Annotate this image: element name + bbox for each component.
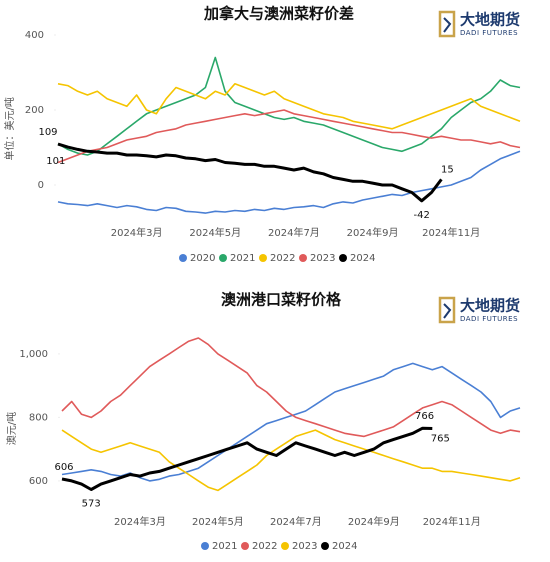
- x-tick-label: 2024年5月: [192, 515, 244, 528]
- legend-swatch: [299, 254, 307, 262]
- logo-icon: [438, 10, 456, 38]
- data-label: 109: [38, 127, 57, 138]
- data-label: 15: [441, 164, 454, 175]
- logo-sub: DADI FUTURES: [460, 315, 518, 323]
- y-tick-label: 0: [38, 180, 44, 191]
- legend-swatch: [179, 254, 187, 262]
- data-label: 101: [46, 156, 65, 167]
- y-tick-label: 400: [25, 30, 44, 41]
- legend-label: 2022: [270, 253, 295, 264]
- x-tick-label: 2024年11月: [423, 515, 481, 528]
- chart-title: 澳洲港口菜籽价格: [221, 291, 342, 309]
- legend-label: 2023: [310, 253, 335, 264]
- y-tick-label: 1,000: [19, 349, 48, 360]
- series-line: [61, 429, 521, 492]
- legend-swatch: [339, 254, 347, 262]
- data-label: 766: [415, 411, 434, 422]
- legend-swatch: [321, 542, 329, 550]
- x-tick-label: 2024年5月: [189, 226, 241, 239]
- data-label: 573: [82, 498, 101, 509]
- legend-label: 2021: [212, 541, 237, 552]
- legend-label: 2022: [252, 541, 277, 552]
- x-tick-label: 2024年9月: [348, 515, 400, 528]
- series-line: [57, 83, 521, 130]
- x-tick-label: 2024年11月: [422, 226, 480, 239]
- x-tick-label: 2024年3月: [114, 515, 166, 528]
- series-line: [61, 337, 521, 438]
- series-line: [57, 56, 521, 156]
- y-axis-label: 澳元/吨: [5, 412, 18, 445]
- legend-swatch: [201, 542, 209, 550]
- legend-label: 2023: [292, 541, 317, 552]
- chart-title: 加拿大与澳洲菜籽价差: [203, 5, 354, 23]
- x-tick-label: 2024年7月: [270, 515, 322, 528]
- logo-name: 大地期货: [460, 297, 520, 315]
- legend-swatch: [219, 254, 227, 262]
- y-tick-label: 800: [29, 412, 48, 423]
- y-tick-label: 600: [29, 476, 48, 487]
- legend-label: 2024: [332, 541, 357, 552]
- legend-swatch: [281, 542, 289, 550]
- logo-sub: DADI FUTURES: [460, 29, 518, 37]
- legend-swatch: [259, 254, 267, 262]
- series-line: [61, 426, 433, 491]
- legend-label: 2020: [190, 253, 215, 264]
- data-label: 765: [431, 434, 450, 445]
- x-tick-label: 2024年3月: [111, 226, 163, 239]
- data-label: 606: [54, 462, 73, 473]
- x-tick-label: 2024年9月: [347, 226, 399, 239]
- legend-label: 2024: [350, 253, 375, 264]
- logo-icon: [438, 296, 456, 324]
- logo-icon: [443, 303, 452, 319]
- legend-label: 2021: [230, 253, 255, 264]
- logo-name: 大地期货: [460, 11, 520, 29]
- series-line: [57, 142, 443, 203]
- series-line: [57, 150, 521, 214]
- series-line: [61, 362, 521, 482]
- legend-swatch: [241, 542, 249, 550]
- data-label: -42: [414, 210, 430, 221]
- logo-icon: [443, 17, 452, 33]
- y-tick-label: 200: [25, 105, 44, 116]
- x-tick-label: 2024年7月: [268, 226, 320, 239]
- series-line: [57, 109, 521, 164]
- y-axis-label: 单位：美元/吨: [3, 97, 16, 160]
